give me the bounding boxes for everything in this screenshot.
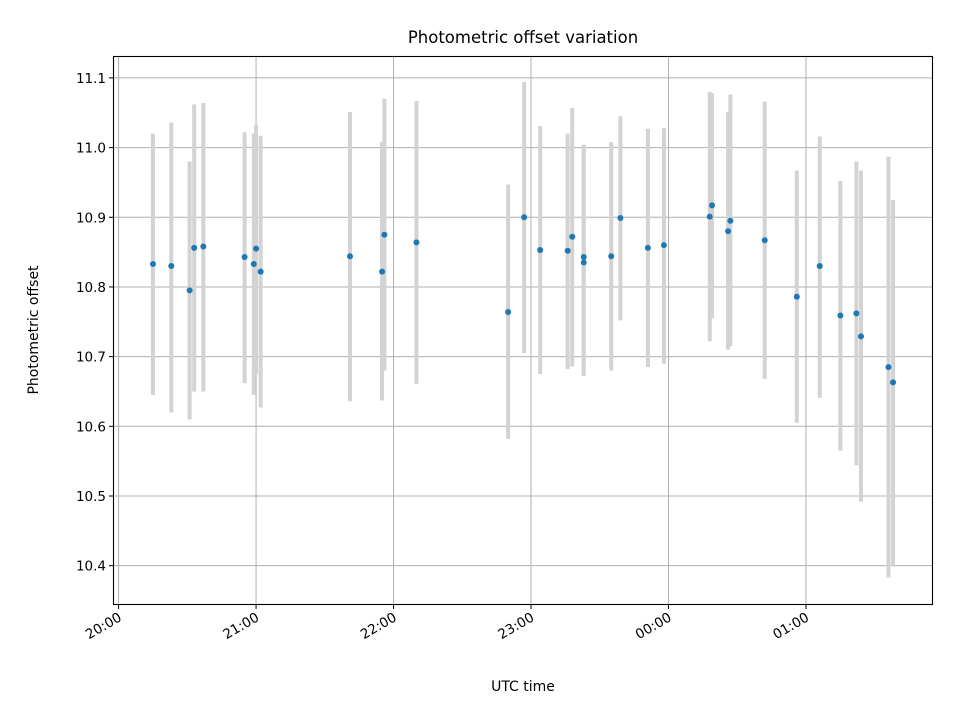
data-point (890, 379, 897, 386)
data-point (761, 237, 768, 244)
data-point (885, 364, 892, 371)
data-point (191, 244, 198, 251)
data-point (505, 309, 512, 316)
data-point (660, 242, 667, 249)
y-tick-label: 10.4 (76, 559, 106, 575)
chart-title: Photometric offset variation (408, 28, 638, 47)
data-point (537, 247, 544, 254)
data-point (706, 213, 713, 220)
data-point (253, 245, 260, 252)
data-point (580, 253, 587, 260)
data-point (617, 214, 624, 221)
data-point (727, 217, 734, 224)
data-point (241, 253, 248, 260)
data-point (413, 239, 420, 246)
x-tick-label: 00:00 (633, 610, 675, 643)
data-point (149, 260, 156, 267)
data-point (381, 231, 388, 238)
errorbar-layer (150, 82, 896, 578)
data-point (521, 214, 528, 221)
data-point (644, 244, 651, 251)
data-point (816, 263, 823, 270)
data-point (186, 287, 193, 294)
data-point (793, 293, 800, 300)
x-axis-label: UTC time (491, 679, 555, 695)
data-point (168, 263, 175, 270)
data-point (347, 253, 354, 260)
y-tick-label: 10.9 (76, 210, 106, 226)
data-point (709, 202, 716, 209)
data-point (857, 333, 864, 340)
y-tick-label: 10.8 (76, 280, 106, 296)
y-tick-label: 11.1 (76, 71, 106, 87)
data-point (608, 253, 615, 260)
y-axis-label: Photometric offset (26, 265, 42, 395)
point-layer (149, 202, 897, 386)
x-tick-label: 01:00 (770, 610, 812, 643)
data-point (564, 247, 571, 254)
x-tick-label: 22:00 (358, 610, 400, 643)
y-tick-label: 10.7 (76, 350, 106, 366)
y-tick-label: 11.0 (76, 141, 106, 157)
data-point (379, 268, 386, 275)
data-point (853, 310, 860, 317)
y-tick-label: 10.6 (76, 419, 106, 435)
data-point (580, 259, 587, 266)
data-point (837, 312, 844, 319)
data-point (250, 260, 257, 267)
x-tick-label: 20:00 (83, 610, 125, 643)
data-point (725, 228, 732, 235)
data-point (569, 233, 576, 240)
y-tick-label: 10.5 (76, 489, 106, 505)
data-point (257, 268, 264, 275)
x-tick-label: 23:00 (495, 610, 537, 643)
data-point (200, 243, 207, 250)
plot-frame (112, 55, 934, 606)
x-tick-label: 21:00 (220, 610, 262, 643)
